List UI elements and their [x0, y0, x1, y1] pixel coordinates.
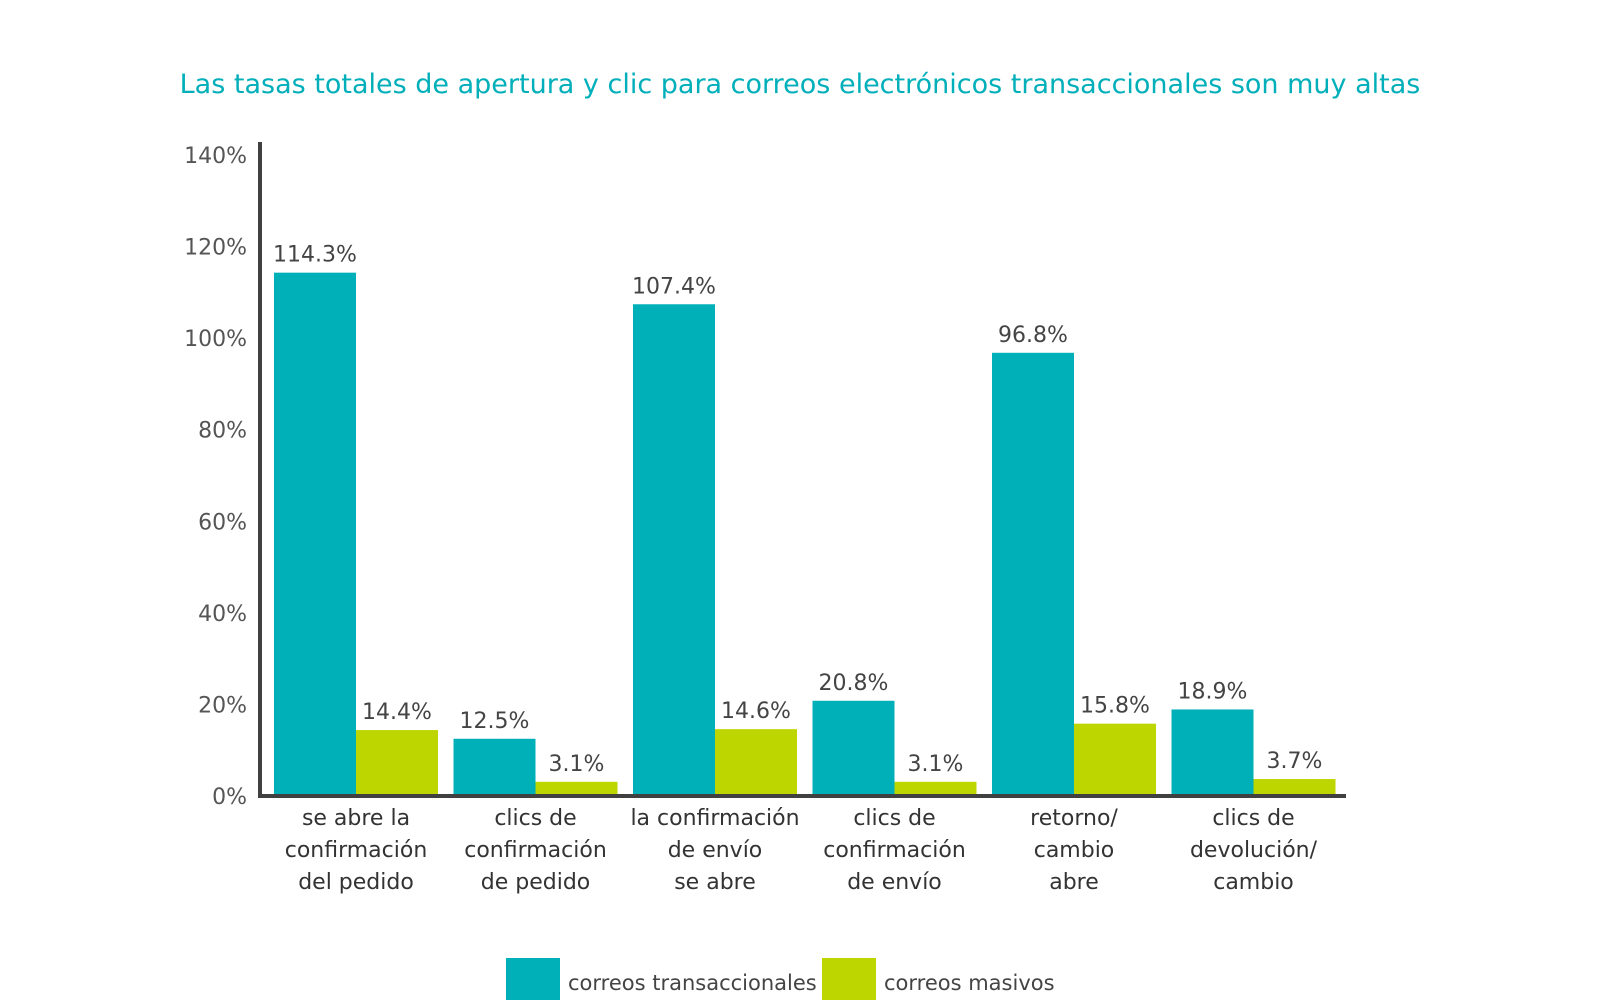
category-label: la confirmación [630, 806, 799, 831]
category-label: retorno/ [1030, 806, 1118, 831]
legend-label: correos masivos [884, 971, 1055, 995]
data-label: 14.4% [362, 700, 432, 725]
bar-transaccionales [453, 738, 536, 796]
y-tick-label: 80% [198, 419, 247, 444]
chart-title: Las tasas totales de apertura y clic par… [180, 69, 1421, 100]
data-labels: 114.3% 14.4% 12.5% 3.1% 107.4% 14.6% 20.8% 3.1%… [273, 243, 1322, 777]
legend-label: correos transaccionales [568, 971, 817, 995]
legend-swatch [506, 958, 560, 1000]
y-tick-label: 20% [198, 693, 247, 718]
y-tick-label: 140% [184, 144, 247, 169]
data-label: 3.7% [1267, 749, 1323, 774]
category-label: clics de [853, 806, 935, 831]
bar-transaccionales [1171, 709, 1254, 796]
bar-masivos [894, 781, 977, 796]
data-label: 12.5% [460, 709, 530, 734]
y-tick-label: 100% [184, 327, 247, 352]
bar-masivos [356, 730, 438, 796]
category-labels: se abre la confirmación del pedido clics de… [285, 806, 1318, 895]
category-label: confirmación [464, 838, 607, 863]
data-label: 20.8% [819, 671, 889, 696]
category-label: confirmación [285, 838, 428, 863]
data-label: 3.1% [549, 752, 605, 777]
data-label: 107.4% [632, 274, 716, 299]
y-tick-label: 60% [198, 510, 247, 535]
category-label: abre [1049, 870, 1099, 895]
category-label: de pedido [481, 870, 591, 895]
y-tick-label: 40% [198, 602, 247, 627]
bar-transaccionales [992, 352, 1074, 796]
category-label: se abre [674, 870, 756, 895]
y-axis-ticks: 0% 20% 40% 60% 80% 100% 120% 140% [184, 144, 247, 810]
category-label: de envío [668, 838, 763, 863]
bar-masivos [1253, 779, 1336, 796]
data-label: 114.3% [273, 243, 357, 268]
bar-transaccionales [274, 272, 356, 796]
axes [258, 142, 1346, 798]
data-label: 14.6% [721, 699, 791, 724]
category-label: devolución/ [1190, 838, 1318, 863]
legend-swatch [822, 958, 876, 1000]
y-tick-label: 0% [212, 785, 247, 810]
bar-transaccionales [812, 700, 895, 796]
category-label: se abre la [302, 806, 410, 831]
bar-transaccionales [633, 304, 715, 796]
bar-masivos [715, 729, 797, 796]
data-label: 3.1% [908, 752, 964, 777]
data-label: 15.8% [1080, 694, 1150, 719]
category-label: clics de [494, 806, 576, 831]
bar-masivos [535, 781, 618, 796]
legend: correos transaccionales correos masivos [506, 958, 1055, 1000]
category-label: confirmación [823, 838, 966, 863]
bar-masivos [1074, 723, 1156, 796]
y-tick-label: 120% [184, 236, 247, 261]
category-label: cambio [1213, 870, 1294, 895]
bar-group [274, 272, 1336, 796]
category-label: del pedido [298, 870, 414, 895]
category-label: cambio [1034, 838, 1115, 863]
category-label: de envío [847, 870, 942, 895]
data-label: 96.8% [998, 323, 1068, 348]
category-label: clics de [1212, 806, 1294, 831]
data-label: 18.9% [1178, 679, 1248, 704]
